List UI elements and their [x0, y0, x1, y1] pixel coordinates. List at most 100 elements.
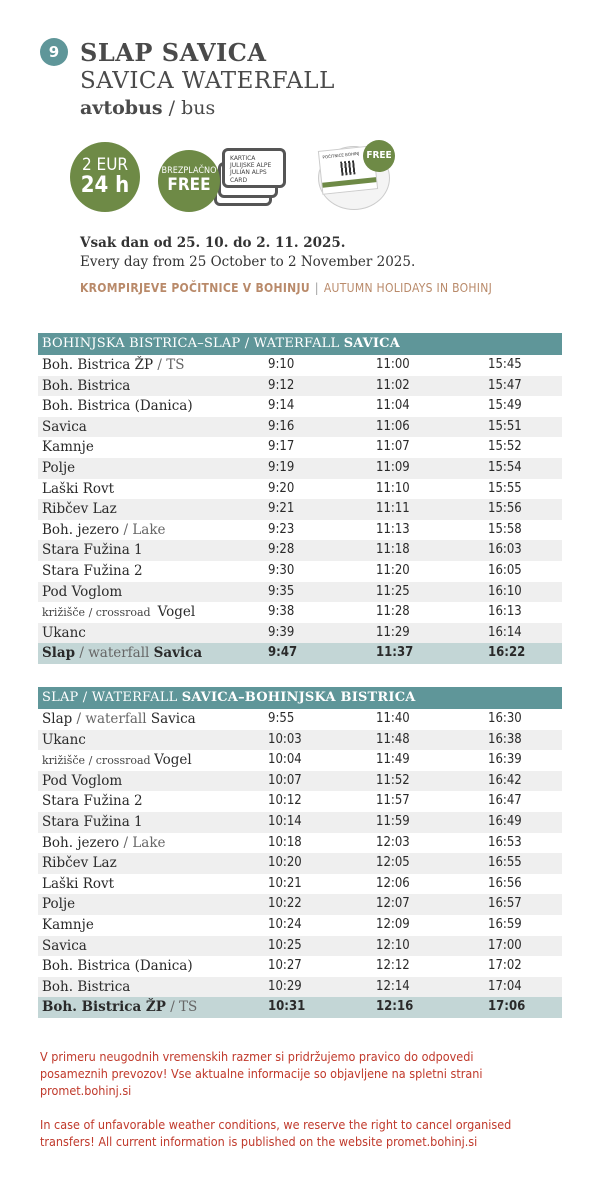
departure-time: 10:27: [268, 958, 302, 974]
stop-name: Boh. Bistrica (Danica): [42, 396, 193, 417]
weather-note-sl: V primeru neugodnih vremenskih razmer si…: [40, 1049, 483, 1098]
title-english: SAVICA WATERFALL: [80, 68, 335, 94]
departure-time: 9:28: [268, 542, 295, 558]
stop-name-part: Stara Fužina 1: [42, 813, 143, 830]
departure-time: 9:23: [268, 521, 295, 537]
validity-en: Every day from 25 October to 2 November …: [80, 254, 416, 270]
departure-time: 9:35: [268, 583, 295, 599]
table-row: Savica 10:25 12:10 17:00: [38, 935, 562, 957]
holiday-sl: KROMPIRJEVE POČITNICE V BOHINJU: [80, 281, 310, 295]
validity-text: Vsak dan od 25. 10. do 2. 11. 2025. Ever…: [80, 234, 415, 272]
weather-note-en: In case of unfavorable weather condition…: [40, 1117, 512, 1149]
stop-name: Boh. jezero / Lake: [42, 833, 166, 854]
table-row: Laški Rovt 9:20 11:10 15:55: [38, 479, 562, 500]
departure-time: 16:13: [488, 604, 522, 620]
departure-time: 11:00: [376, 357, 410, 372]
stop-name-part: Boh. Bistrica (Danica): [42, 958, 193, 975]
departure-time: 11:52: [376, 772, 410, 788]
free-sl: BREZPLAČNO: [161, 166, 217, 177]
table-title: SLAP / WATERFALL: [42, 690, 182, 705]
departure-time: 10:14: [268, 813, 302, 829]
table-row: Stara Fužina 2 10:12 11:57 16:47: [38, 791, 562, 812]
stop-name-part: Stara Fužina 2: [42, 562, 143, 579]
guest-free-badge: FREE: [363, 140, 395, 172]
table-title-bold: SAVICA: [343, 336, 401, 351]
departure-time: 12:10: [376, 937, 410, 953]
departure-time: 15:51: [488, 418, 522, 434]
departure-time: 12:03: [376, 834, 410, 850]
departure-time: 16:57: [488, 896, 522, 912]
stop-name-part: Kamnje: [42, 439, 94, 456]
departure-time: 10:24: [268, 916, 302, 932]
departure-time: 15:56: [488, 501, 522, 517]
table-row: Stara Fužina 1 9:28 11:18 16:03: [38, 540, 562, 561]
departure-time: 16:47: [488, 793, 522, 809]
departure-time: 11:29: [376, 624, 410, 640]
departure-time: 9:14: [268, 398, 295, 414]
departure-time: 11:57: [376, 793, 410, 809]
holiday-label: KROMPIRJEVE POČITNICE V BOHINJU | AUTUMN H…: [80, 281, 492, 295]
stop-name: Polje: [42, 458, 75, 479]
departure-time: 17:02: [488, 958, 522, 974]
table-row: Boh. jezero / Lake 10:18 12:03 16:53: [38, 833, 562, 854]
card-line: KARTICA: [230, 155, 256, 162]
stop-name: Slap / waterfall Savica: [42, 709, 196, 730]
departure-time: 10:21: [268, 875, 302, 891]
stop-name-part: Boh. Bistrica (Danica): [42, 398, 193, 415]
departure-time: 10:04: [268, 752, 302, 768]
stop-name-part: Slap: [42, 711, 73, 727]
stop-name-part: Vogel: [154, 752, 192, 769]
title-slovenian: SLAP SAVICA: [80, 38, 267, 67]
departure-time: 9:47: [268, 645, 298, 661]
stop-name: Boh. Bistrica ŽP / TS: [42, 355, 184, 376]
route-number-badge: 9: [40, 38, 68, 66]
departure-time: 12:12: [376, 958, 410, 974]
departure-time: 16:30: [488, 711, 522, 726]
departure-time: 11:28: [376, 604, 410, 620]
stop-name: Ribčev Laz: [42, 499, 117, 520]
departure-time: 16:03: [488, 542, 522, 558]
departure-time: 9:17: [268, 439, 295, 455]
holiday-separator: |: [314, 281, 319, 295]
departure-time: 10:20: [268, 855, 302, 871]
mode-separator: /: [162, 97, 182, 119]
stop-name-part: / Lake: [119, 521, 166, 538]
table-row: Ukanc 9:39 11:29 16:14: [38, 622, 562, 644]
departure-time: 11:20: [376, 562, 410, 578]
departure-time: 16:55: [488, 855, 522, 871]
stop-name: Boh. jezero / Lake: [42, 520, 166, 541]
departure-time: 9:30: [268, 562, 295, 578]
stop-name: križišče / crossroad Vogel: [42, 750, 192, 772]
stop-name: Kamnje: [42, 437, 94, 458]
departure-time: 11:06: [376, 418, 410, 434]
table-row: Pod Voglom 9:35 11:25 16:10: [38, 581, 562, 603]
departure-time: 15:52: [488, 439, 522, 455]
price-duration: 24 h: [80, 173, 130, 199]
stop-name-part: Pod Voglom: [42, 772, 123, 789]
card-line: JULIAN ALPS CARD: [230, 169, 267, 184]
stop-name: Slap / waterfall Savica: [42, 643, 202, 664]
stop-name-part: Slap: [42, 645, 76, 662]
departure-time: 11:59: [376, 813, 410, 829]
departure-time: 12:16: [376, 999, 414, 1015]
departure-time: 9:20: [268, 480, 295, 496]
stop-name-part: Boh. Bistrica ŽP: [42, 999, 166, 1016]
departure-time: 12:05: [376, 855, 410, 871]
departure-time: 9:16: [268, 418, 295, 434]
stop-name: Ukanc: [42, 623, 86, 644]
stop-name: Savica: [42, 936, 87, 957]
departure-time: 9:55: [268, 711, 295, 726]
stop-name: Stara Fužina 1: [42, 812, 143, 833]
departure-time: 15:55: [488, 480, 522, 496]
stop-name-part: / waterfall: [72, 711, 151, 727]
stop-name: Stara Fužina 2: [42, 791, 143, 812]
departure-time: 9:10: [268, 357, 295, 372]
stop-name: Laški Rovt: [42, 479, 114, 500]
stop-name-part: Ukanc: [42, 624, 86, 641]
departure-time: 11:09: [376, 459, 410, 475]
stop-name: Kamnje: [42, 915, 94, 936]
table-row: Boh. Bistrica (Danica) 10:27 12:12 17:02: [38, 956, 562, 977]
departure-time: 10:29: [268, 978, 302, 994]
departure-time: 16:49: [488, 813, 522, 829]
table-title: BOHINJSKA BISTRICA–SLAP / WATERFALL: [42, 336, 344, 351]
